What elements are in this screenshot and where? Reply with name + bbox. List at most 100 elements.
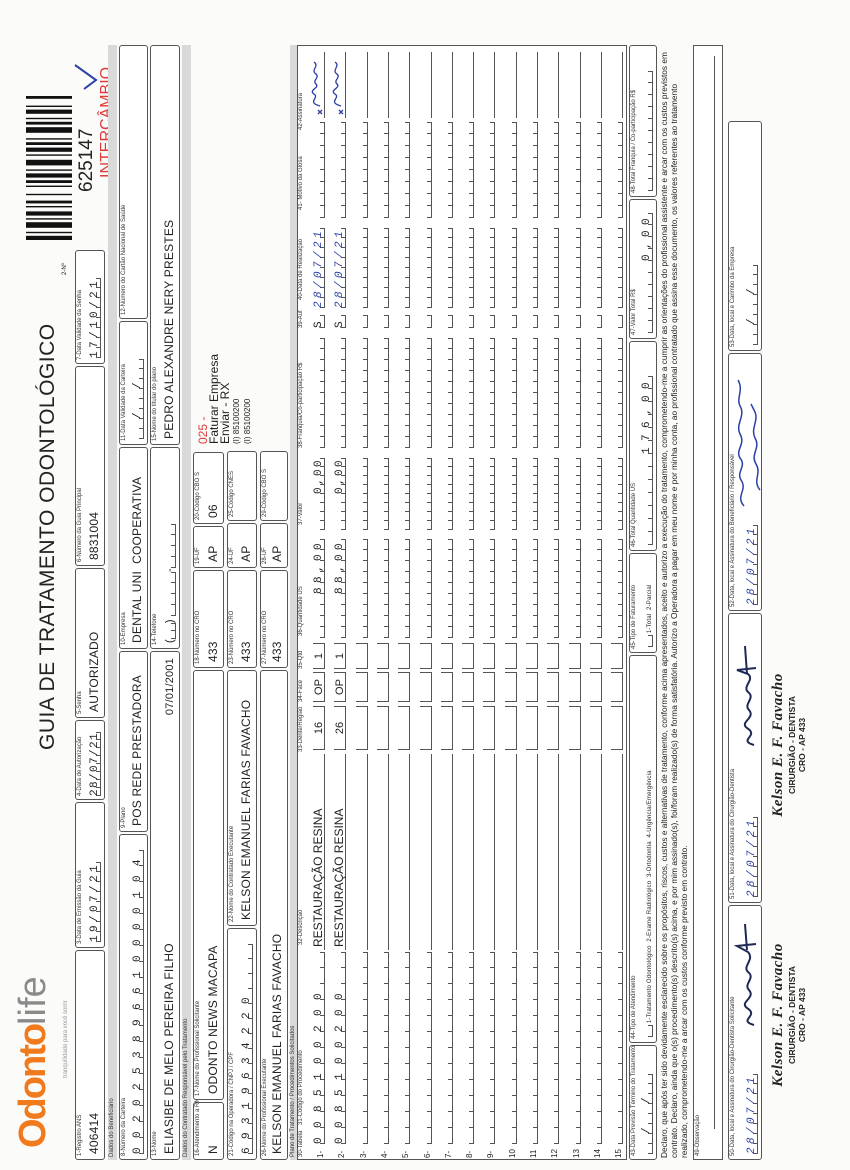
- field-cartao-nacional-saude[interactable]: 12-Número do Cartão Nacional de Saúde: [119, 45, 148, 319]
- execution-date[interactable]: [547, 228, 560, 308]
- execution-date[interactable]: [611, 228, 624, 308]
- procedure-description[interactable]: RESTAURAÇÃO RESINA: [311, 754, 325, 950]
- quantity[interactable]: [398, 643, 411, 669]
- tooth-face[interactable]: OP: [313, 672, 325, 702]
- quantity[interactable]: [462, 643, 475, 669]
- field-validade-senha[interactable]: 7-Data Validade da Senha 17/10/21: [75, 250, 105, 364]
- field-carimbo-empresa[interactable]: 53-Data, local e Carimbo da Empresa / /: [728, 121, 762, 351]
- copay[interactable]: [589, 338, 602, 448]
- denial-reason[interactable]: [526, 122, 538, 218]
- execution-date[interactable]: [355, 228, 368, 308]
- copay[interactable]: [334, 338, 347, 448]
- procedure-code[interactable]: [355, 952, 368, 1144]
- copay[interactable]: [419, 338, 432, 448]
- procedure-code[interactable]: [440, 952, 453, 1144]
- procedure-description[interactable]: RESTAURAÇÃO RESINA: [332, 754, 347, 950]
- quantity[interactable]: [589, 643, 602, 669]
- value[interactable]: [355, 458, 368, 530]
- tooth-face[interactable]: [483, 672, 496, 702]
- quantity-us[interactable]: [440, 539, 453, 638]
- field-data-emissao[interactable]: 3-Data de Emissão da Guia 19/07/21: [75, 802, 105, 948]
- denial-reason[interactable]: [462, 122, 475, 218]
- execution-date[interactable]: [526, 228, 538, 308]
- tooth-region[interactable]: [504, 706, 517, 750]
- copay[interactable]: [440, 338, 453, 448]
- procedure-code[interactable]: [589, 952, 602, 1144]
- authorization[interactable]: [547, 315, 560, 328]
- quantity-us[interactable]: [376, 539, 389, 638]
- quantity-us[interactable]: 88,00: [313, 539, 325, 638]
- quantity-us[interactable]: [547, 539, 560, 638]
- quantity[interactable]: [526, 643, 538, 669]
- row-signature[interactable]: [332, 52, 347, 118]
- authorization[interactable]: [526, 315, 538, 328]
- procedure-code[interactable]: 0085100200: [334, 952, 347, 1144]
- procedure-description[interactable]: [609, 754, 624, 950]
- row-signature[interactable]: [545, 52, 560, 118]
- tooth-face[interactable]: [611, 672, 624, 702]
- row-signature[interactable]: [609, 52, 624, 118]
- quantity-us[interactable]: [568, 539, 581, 638]
- copay[interactable]: [526, 338, 538, 448]
- procedure-code[interactable]: [483, 952, 496, 1144]
- execution-date[interactable]: [589, 228, 602, 308]
- quantity-us[interactable]: [483, 539, 496, 638]
- quantity[interactable]: [483, 643, 496, 669]
- field-data-autorizacao[interactable]: 4-Data de Autorização 28/07/21: [75, 720, 105, 800]
- tooth-face[interactable]: [526, 672, 538, 702]
- procedure-description[interactable]: [353, 754, 368, 950]
- value[interactable]: [611, 458, 624, 530]
- denial-reason[interactable]: [440, 122, 453, 218]
- tooth-region[interactable]: [483, 706, 496, 750]
- quantity[interactable]: [419, 643, 432, 669]
- quantity-us[interactable]: [589, 539, 602, 638]
- field-tipo-faturamento[interactable]: 45-Tipo de Faturamento 1-Total 2-Parcial: [629, 553, 657, 653]
- value[interactable]: [568, 458, 581, 530]
- quantity-us[interactable]: [355, 539, 368, 638]
- value[interactable]: [440, 458, 453, 530]
- execution-date[interactable]: [568, 228, 581, 308]
- row-signature[interactable]: [481, 52, 496, 118]
- authorization[interactable]: [355, 315, 368, 328]
- tooth-face[interactable]: [419, 672, 432, 702]
- execution-date[interactable]: [376, 228, 389, 308]
- procedure-code[interactable]: [568, 952, 581, 1144]
- quantity[interactable]: 1: [313, 643, 325, 669]
- tooth-face[interactable]: [568, 672, 581, 702]
- value[interactable]: [589, 458, 602, 530]
- authorization[interactable]: [376, 315, 389, 328]
- execution-date[interactable]: [440, 228, 453, 308]
- procedure-code[interactable]: [504, 952, 517, 1144]
- copay[interactable]: [398, 338, 411, 448]
- row-signature[interactable]: [587, 52, 602, 118]
- authorization[interactable]: [504, 315, 517, 328]
- procedure-description[interactable]: [460, 754, 475, 950]
- execution-date[interactable]: [462, 228, 475, 308]
- authorization[interactable]: [483, 315, 496, 328]
- procedure-description[interactable]: [545, 754, 560, 950]
- denial-reason[interactable]: [419, 122, 432, 218]
- procedure-code[interactable]: [611, 952, 624, 1144]
- quantity-us[interactable]: [504, 539, 517, 638]
- row-signature[interactable]: [524, 52, 538, 118]
- tooth-region[interactable]: [526, 706, 538, 750]
- row-signature[interactable]: [396, 52, 411, 118]
- authorization[interactable]: [611, 315, 624, 328]
- procedure-description[interactable]: [502, 754, 517, 950]
- value[interactable]: [462, 458, 475, 530]
- tooth-region[interactable]: [355, 706, 368, 750]
- procedure-code[interactable]: [526, 952, 538, 1144]
- tooth-region[interactable]: [589, 706, 602, 750]
- authorization[interactable]: [589, 315, 602, 328]
- execution-date[interactable]: [483, 228, 496, 308]
- procedure-description[interactable]: [396, 754, 411, 950]
- denial-reason[interactable]: [504, 122, 517, 218]
- tooth-region[interactable]: [547, 706, 560, 750]
- tooth-face[interactable]: [504, 672, 517, 702]
- execution-date[interactable]: 28/07/21: [313, 227, 325, 308]
- quantity-us[interactable]: 88,00: [334, 539, 347, 638]
- procedure-code[interactable]: 0085100200: [313, 952, 325, 1144]
- quantity[interactable]: [504, 643, 517, 669]
- denial-reason[interactable]: [334, 122, 347, 218]
- tooth-face[interactable]: [589, 672, 602, 702]
